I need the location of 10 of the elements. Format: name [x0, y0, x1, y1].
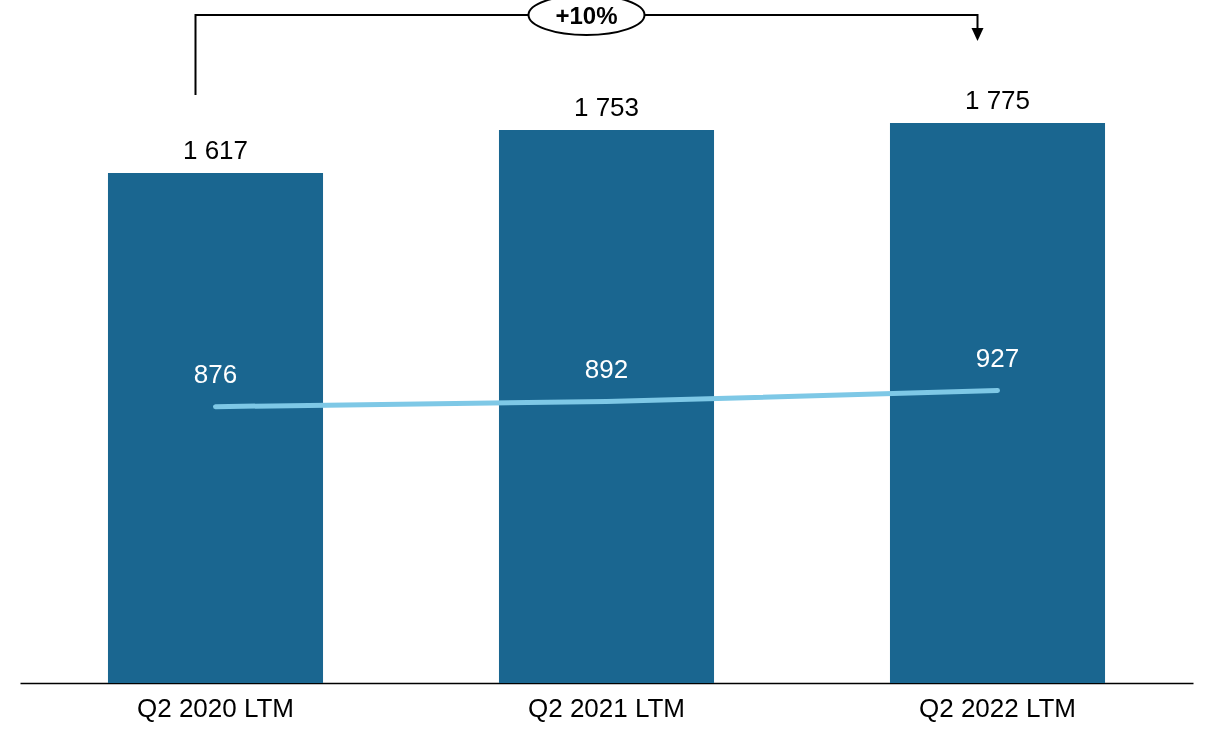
data-label: 892 — [584, 353, 629, 384]
data-label: 1 617 — [182, 134, 249, 165]
x-tick-label: Q2 2020 LTM — [136, 692, 295, 723]
data-label: 1 753 — [573, 91, 640, 122]
data-label: 927 — [975, 342, 1020, 373]
data-label: 1 775 — [964, 85, 1031, 116]
x-tick-label: Q2 2021 LTM — [527, 692, 686, 723]
data-label: 876 — [193, 358, 238, 389]
text: +10% — [555, 2, 618, 29]
x-tick-label: Q2 2022 LTM — [918, 692, 1077, 723]
